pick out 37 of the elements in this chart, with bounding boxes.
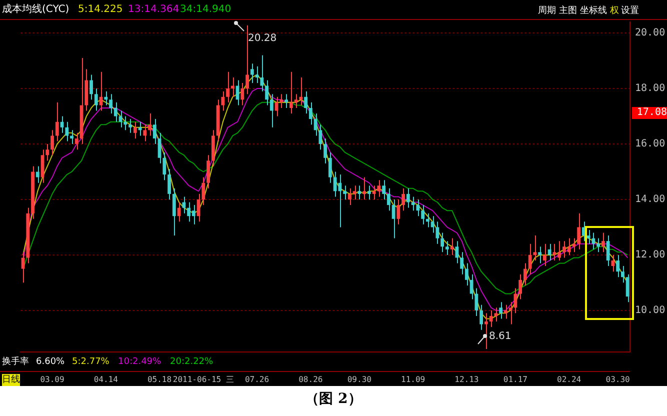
annotation: 8.61 (489, 331, 512, 343)
text: 34:14.940 (180, 4, 232, 16)
x-tick-label: 08.26 (298, 374, 323, 384)
x-tick-label: 03.09 (40, 374, 64, 384)
y-tick-label: 14.00 (635, 194, 666, 206)
x-tick-label: 01.17 (503, 374, 528, 384)
text: 10:2.49% (118, 356, 162, 368)
x-tick-label: 02.24 (557, 374, 582, 384)
text: 权 (610, 5, 619, 17)
text: 换手率 (2, 356, 29, 368)
text: 20:2.22% (170, 356, 214, 368)
y-tick-label: 20.00 (635, 28, 666, 39)
annotation: 20.28 (248, 33, 277, 45)
x-tick-label: 12.13 (454, 374, 479, 384)
y-tick-label: 12.00 (635, 250, 666, 261)
x-tick-label: 09.30 (347, 374, 372, 384)
text: 周期 (538, 5, 556, 17)
text: 主图 (559, 5, 577, 17)
text: 设置 (621, 5, 639, 17)
x-tick-label: 2011-06-15 三 (172, 374, 234, 384)
text: 坐标线 (580, 5, 607, 17)
text: 13:14.364 (128, 4, 180, 16)
y-tick-label: 16.00 (635, 138, 666, 150)
text: 5:2.77% (72, 356, 110, 368)
text: 5:14.225 (78, 4, 123, 16)
x-tick-label: 11.09 (401, 374, 426, 384)
text: 日线 (2, 374, 20, 386)
x-tick-label: 04.14 (94, 374, 118, 384)
text: （图 2） (304, 390, 363, 408)
text: 成本均线(CYC) (2, 4, 70, 16)
x-tick-label: 03.30 (606, 374, 630, 384)
text: 17.08 (632, 107, 667, 119)
y-tick-label: 18.00 (635, 83, 666, 94)
y-tick-label: 10.00 (635, 304, 666, 316)
x-tick-label: 05.18 (147, 374, 172, 384)
text: 6.60% (36, 356, 65, 368)
x-tick-label: 07.26 (244, 374, 270, 384)
